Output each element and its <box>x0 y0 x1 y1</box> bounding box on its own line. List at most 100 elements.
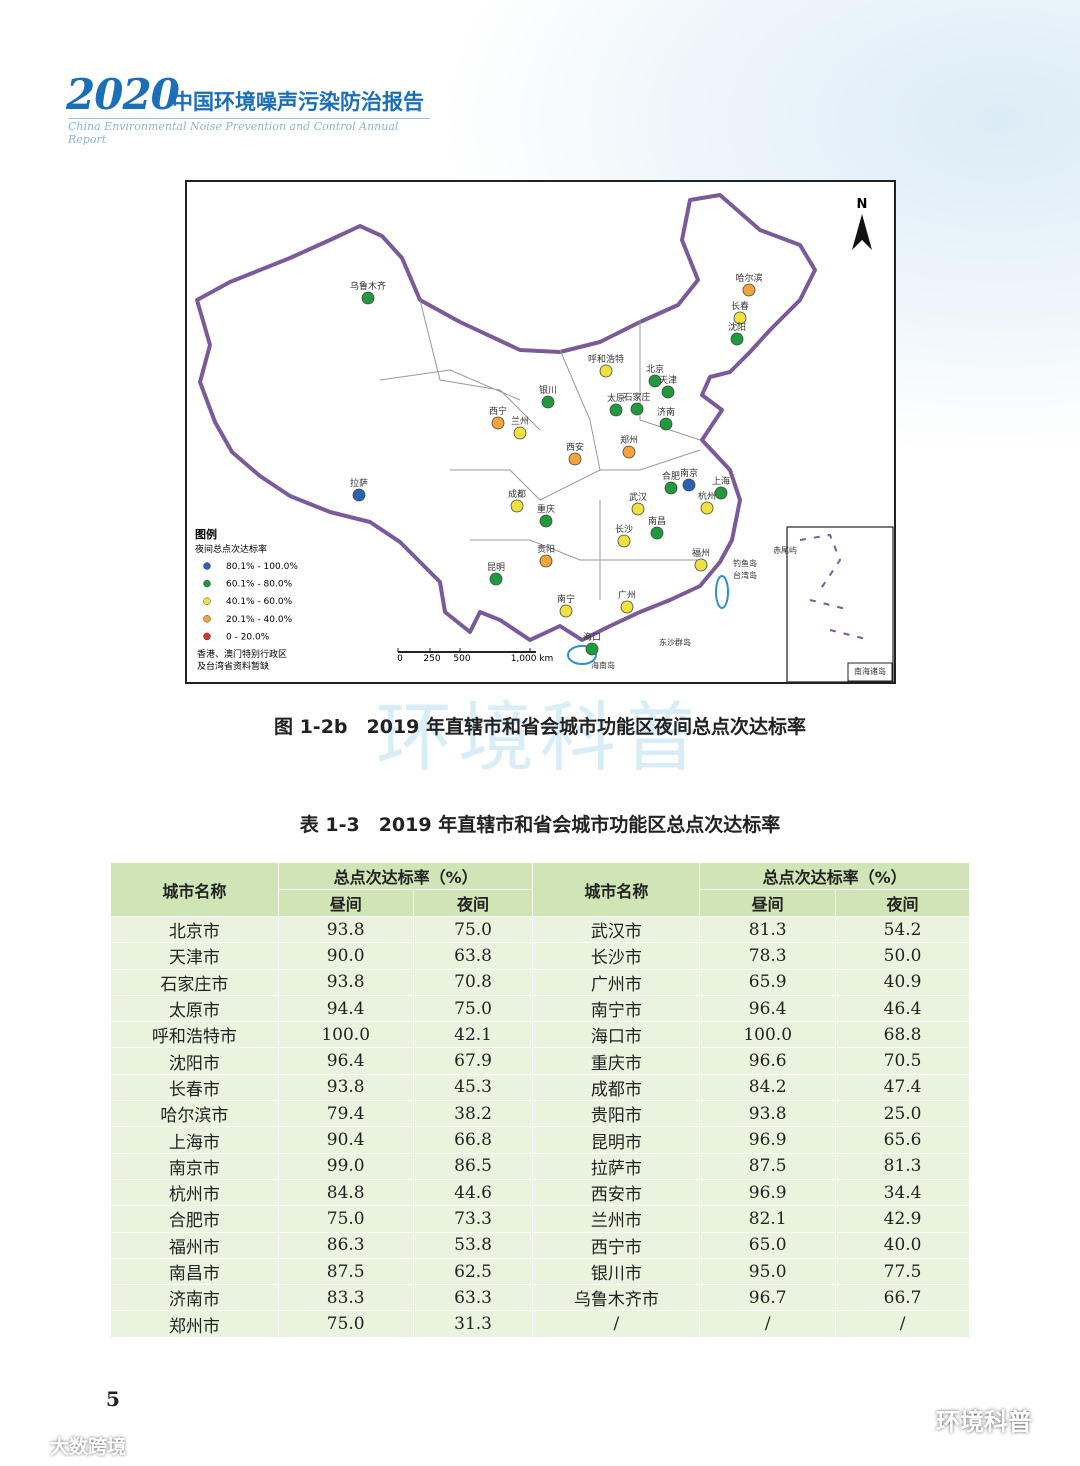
inset-label-box <box>847 662 893 682</box>
table-cell: 65.6 <box>835 1126 970 1154</box>
table-cell: 100.0 <box>277 1021 414 1049</box>
table-row: 天津市 90.0 63.8 长沙市 78.3 50.0 <box>110 942 970 970</box>
table-cell: 66.8 <box>412 1126 534 1154</box>
table-cell: 75.0 <box>412 915 534 944</box>
table-row: 合肥市 75.0 73.3 兰州市 82.1 42.9 <box>110 1205 970 1233</box>
city-label: 拉萨 <box>350 477 368 489</box>
inset-frame <box>786 526 894 683</box>
table-cell: 南昌市 <box>110 1257 279 1286</box>
table-cell: 福州市 <box>110 1231 279 1259</box>
table-cell: 银川市 <box>532 1257 701 1286</box>
city-label: 南京 <box>680 467 698 479</box>
header-cell: 昼间 <box>699 889 837 917</box>
table-cell: 96.9 <box>699 1178 837 1207</box>
table-row: 石家庄市 93.8 70.8 广州市 65.9 40.9 <box>110 968 970 996</box>
city-dot <box>730 332 744 346</box>
legend-note: 香港、澳门特别行政区 <box>197 648 287 660</box>
table-cell: 63.8 <box>412 942 534 970</box>
table-cell: 65.9 <box>699 968 837 996</box>
table-cell: 南宁市 <box>532 994 701 1023</box>
table-cell: 96.7 <box>699 1284 837 1312</box>
table-row: 呼和浩特市 100.0 42.1 海口市 100.0 68.8 <box>110 1021 970 1049</box>
city-dot <box>559 604 573 618</box>
table-cell: 53.8 <box>412 1231 534 1259</box>
city-label: 重庆 <box>537 503 555 515</box>
table-row: 郑州市 75.0 31.3// / <box>110 1310 970 1338</box>
table-cell: 96.4 <box>699 994 837 1023</box>
table-row: 杭州市 84.8 44.6 西安市 96.9 34.4 <box>110 1178 970 1207</box>
city-label: 昆明 <box>487 562 505 573</box>
city-label: 兰州 <box>511 415 529 427</box>
table-cell: 96.4 <box>277 1047 414 1075</box>
table-cell: 乌鲁木齐市 <box>532 1284 701 1312</box>
table-cell: 84.2 <box>699 1073 837 1102</box>
city-label: 广州 <box>618 589 636 601</box>
table-cell: 成都市 <box>532 1073 701 1102</box>
watermark: 环境科普 <box>376 693 704 782</box>
city-dot <box>539 514 553 528</box>
city-label: 石家庄 <box>623 391 650 403</box>
table-cell: 54.2 <box>835 915 970 944</box>
legend-dot <box>203 615 211 623</box>
legend-label: 40.1% - 60.0% <box>226 597 293 607</box>
table-cell: 70.5 <box>835 1047 970 1075</box>
city-label: 长沙 <box>615 523 633 535</box>
city-dot <box>659 417 673 431</box>
table-cell: 86.5 <box>412 1152 534 1180</box>
province-lines <box>379 299 701 600</box>
table-cell: 40.0 <box>835 1231 970 1259</box>
city-label: 呼和浩特 <box>588 353 624 365</box>
taiwan-island <box>715 575 729 609</box>
city-label: 贵阳 <box>537 543 555 555</box>
table-cell: 哈尔滨市 <box>110 1100 279 1128</box>
city-dot <box>599 364 613 378</box>
city-label: 沈阳 <box>728 321 746 333</box>
city-dot <box>491 416 505 430</box>
city-label: 天津 <box>659 375 677 386</box>
city-dot <box>568 452 582 466</box>
page-number: 5 <box>106 1387 120 1411</box>
table-row: 长春市 93.8 45.3 成都市 84.2 47.4 <box>110 1073 970 1102</box>
table-cell: 73.3 <box>412 1205 534 1233</box>
table-cell: 合肥市 <box>110 1205 279 1233</box>
table-cell: 87.5 <box>699 1152 837 1180</box>
city-dot <box>617 534 631 548</box>
table-cell: 77.5 <box>835 1257 970 1286</box>
city-dot <box>513 426 527 440</box>
place-label: 赤尾屿 <box>773 546 797 555</box>
legend-label: 60.1% - 80.0% <box>226 580 293 590</box>
table-row: 北京市 93.8 75.0 武汉市 81.3 54.2 <box>110 915 970 944</box>
table-cell: 75.0 <box>277 1310 414 1338</box>
header-cell: 总点次达标率（%） <box>699 862 970 890</box>
table-cell: 65.0 <box>699 1231 837 1259</box>
table-cell: 38.2 <box>412 1100 534 1128</box>
city-dot <box>541 395 555 409</box>
table-cell: 83.3 <box>277 1284 414 1312</box>
city-label: 上海 <box>712 475 730 487</box>
table-row: 上海市 90.4 66.8 昆明市 96.9 65.6 <box>110 1126 970 1154</box>
scale-label: 250 <box>423 654 440 664</box>
table-cell: 94.4 <box>277 994 414 1023</box>
inset-boundary <box>799 533 871 641</box>
legend-label: 20.1% - 40.0% <box>226 615 293 625</box>
table-caption: 表 1-3 2019 年直辖市和省会城市功能区总点次达标率 <box>299 814 781 836</box>
table-cell: 石家庄市 <box>110 968 279 996</box>
table-cell: 40.9 <box>835 968 970 996</box>
place-label: 钓鱼岛 <box>733 558 757 568</box>
header-cell: 夜间 <box>412 889 534 917</box>
city-dot <box>742 283 756 297</box>
table-cell: 93.8 <box>277 915 414 944</box>
table-cell: 重庆市 <box>532 1047 701 1075</box>
table-cell: 42.9 <box>835 1205 970 1233</box>
table-cell: 90.0 <box>277 942 414 970</box>
city-dot <box>682 478 696 492</box>
table-cell: 82.1 <box>699 1205 837 1233</box>
north-label: N <box>857 197 868 212</box>
city-label: 郑州 <box>620 434 638 446</box>
table-cell: 96.6 <box>699 1047 837 1075</box>
table-row: 南京市 99.0 86.5 拉萨市 87.5 81.3 <box>110 1152 970 1180</box>
table-cell: 西宁市 <box>532 1231 701 1259</box>
city-dot <box>609 403 623 417</box>
